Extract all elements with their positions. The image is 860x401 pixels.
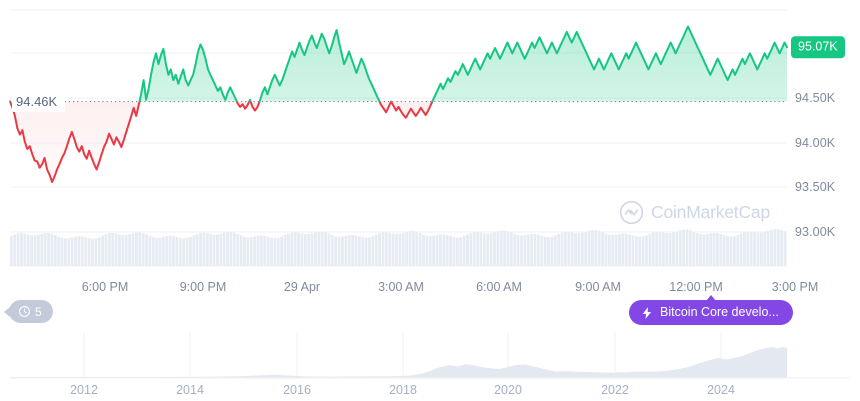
range-navigator[interactable] <box>0 330 860 401</box>
main-price-chart[interactable]: CoinMarketCap 94.50K 94.00K 93.50K 93.00… <box>0 0 860 270</box>
navigator-label-3: 2018 <box>389 383 417 397</box>
price-line-below <box>9 101 434 183</box>
y-axis-label-3: 93.00K <box>795 225 836 239</box>
navigator-history-area <box>10 347 787 378</box>
clock-icon <box>19 306 30 317</box>
navigator-label-6: 2024 <box>707 383 735 397</box>
x-axis-label-7: 3:00 PM <box>771 280 819 294</box>
x-axis-label-0: 6:00 PM <box>81 280 129 294</box>
price-plot-svg[interactable] <box>0 0 860 270</box>
events-count-badge[interactable]: 5 <box>4 300 53 323</box>
navigator-gridlines <box>83 332 722 378</box>
reference-price-label: 94.46K <box>12 91 66 112</box>
navigator-label-5: 2022 <box>601 383 629 397</box>
lightning-icon <box>642 306 652 319</box>
y-axis-label-0: 94.50K <box>795 91 836 105</box>
x-axis-label-2: 29 Apr <box>283 280 321 294</box>
news-event-label: Bitcoin Core develo... <box>660 305 779 320</box>
events-count-label: 5 <box>35 304 42 319</box>
price-area-below <box>10 101 787 182</box>
navigator-label-0: 2012 <box>70 383 98 397</box>
last-price-badge: 95.07K <box>791 36 845 58</box>
price-line-above <box>9 25 788 102</box>
x-axis-label-3: 3:00 AM <box>378 280 424 294</box>
navigator-label-1: 2014 <box>176 383 204 397</box>
y-axis-label-2: 93.50K <box>795 180 836 194</box>
navigator-label-2: 2016 <box>283 383 311 397</box>
x-axis-label-5: 9:00 AM <box>575 280 621 294</box>
navigator-svg[interactable] <box>0 330 860 401</box>
y-axis-label-1: 94.00K <box>795 136 836 150</box>
x-axis-label-6: 12:00 PM <box>669 280 723 294</box>
navigator-label-4: 2020 <box>494 383 522 397</box>
x-axis-label-1: 9:00 PM <box>179 280 227 294</box>
volume-histogram <box>10 229 787 266</box>
news-event-badge[interactable]: Bitcoin Core develo... <box>629 295 793 325</box>
price-area-above <box>10 26 787 102</box>
x-axis-label-4: 6:00 AM <box>476 280 522 294</box>
